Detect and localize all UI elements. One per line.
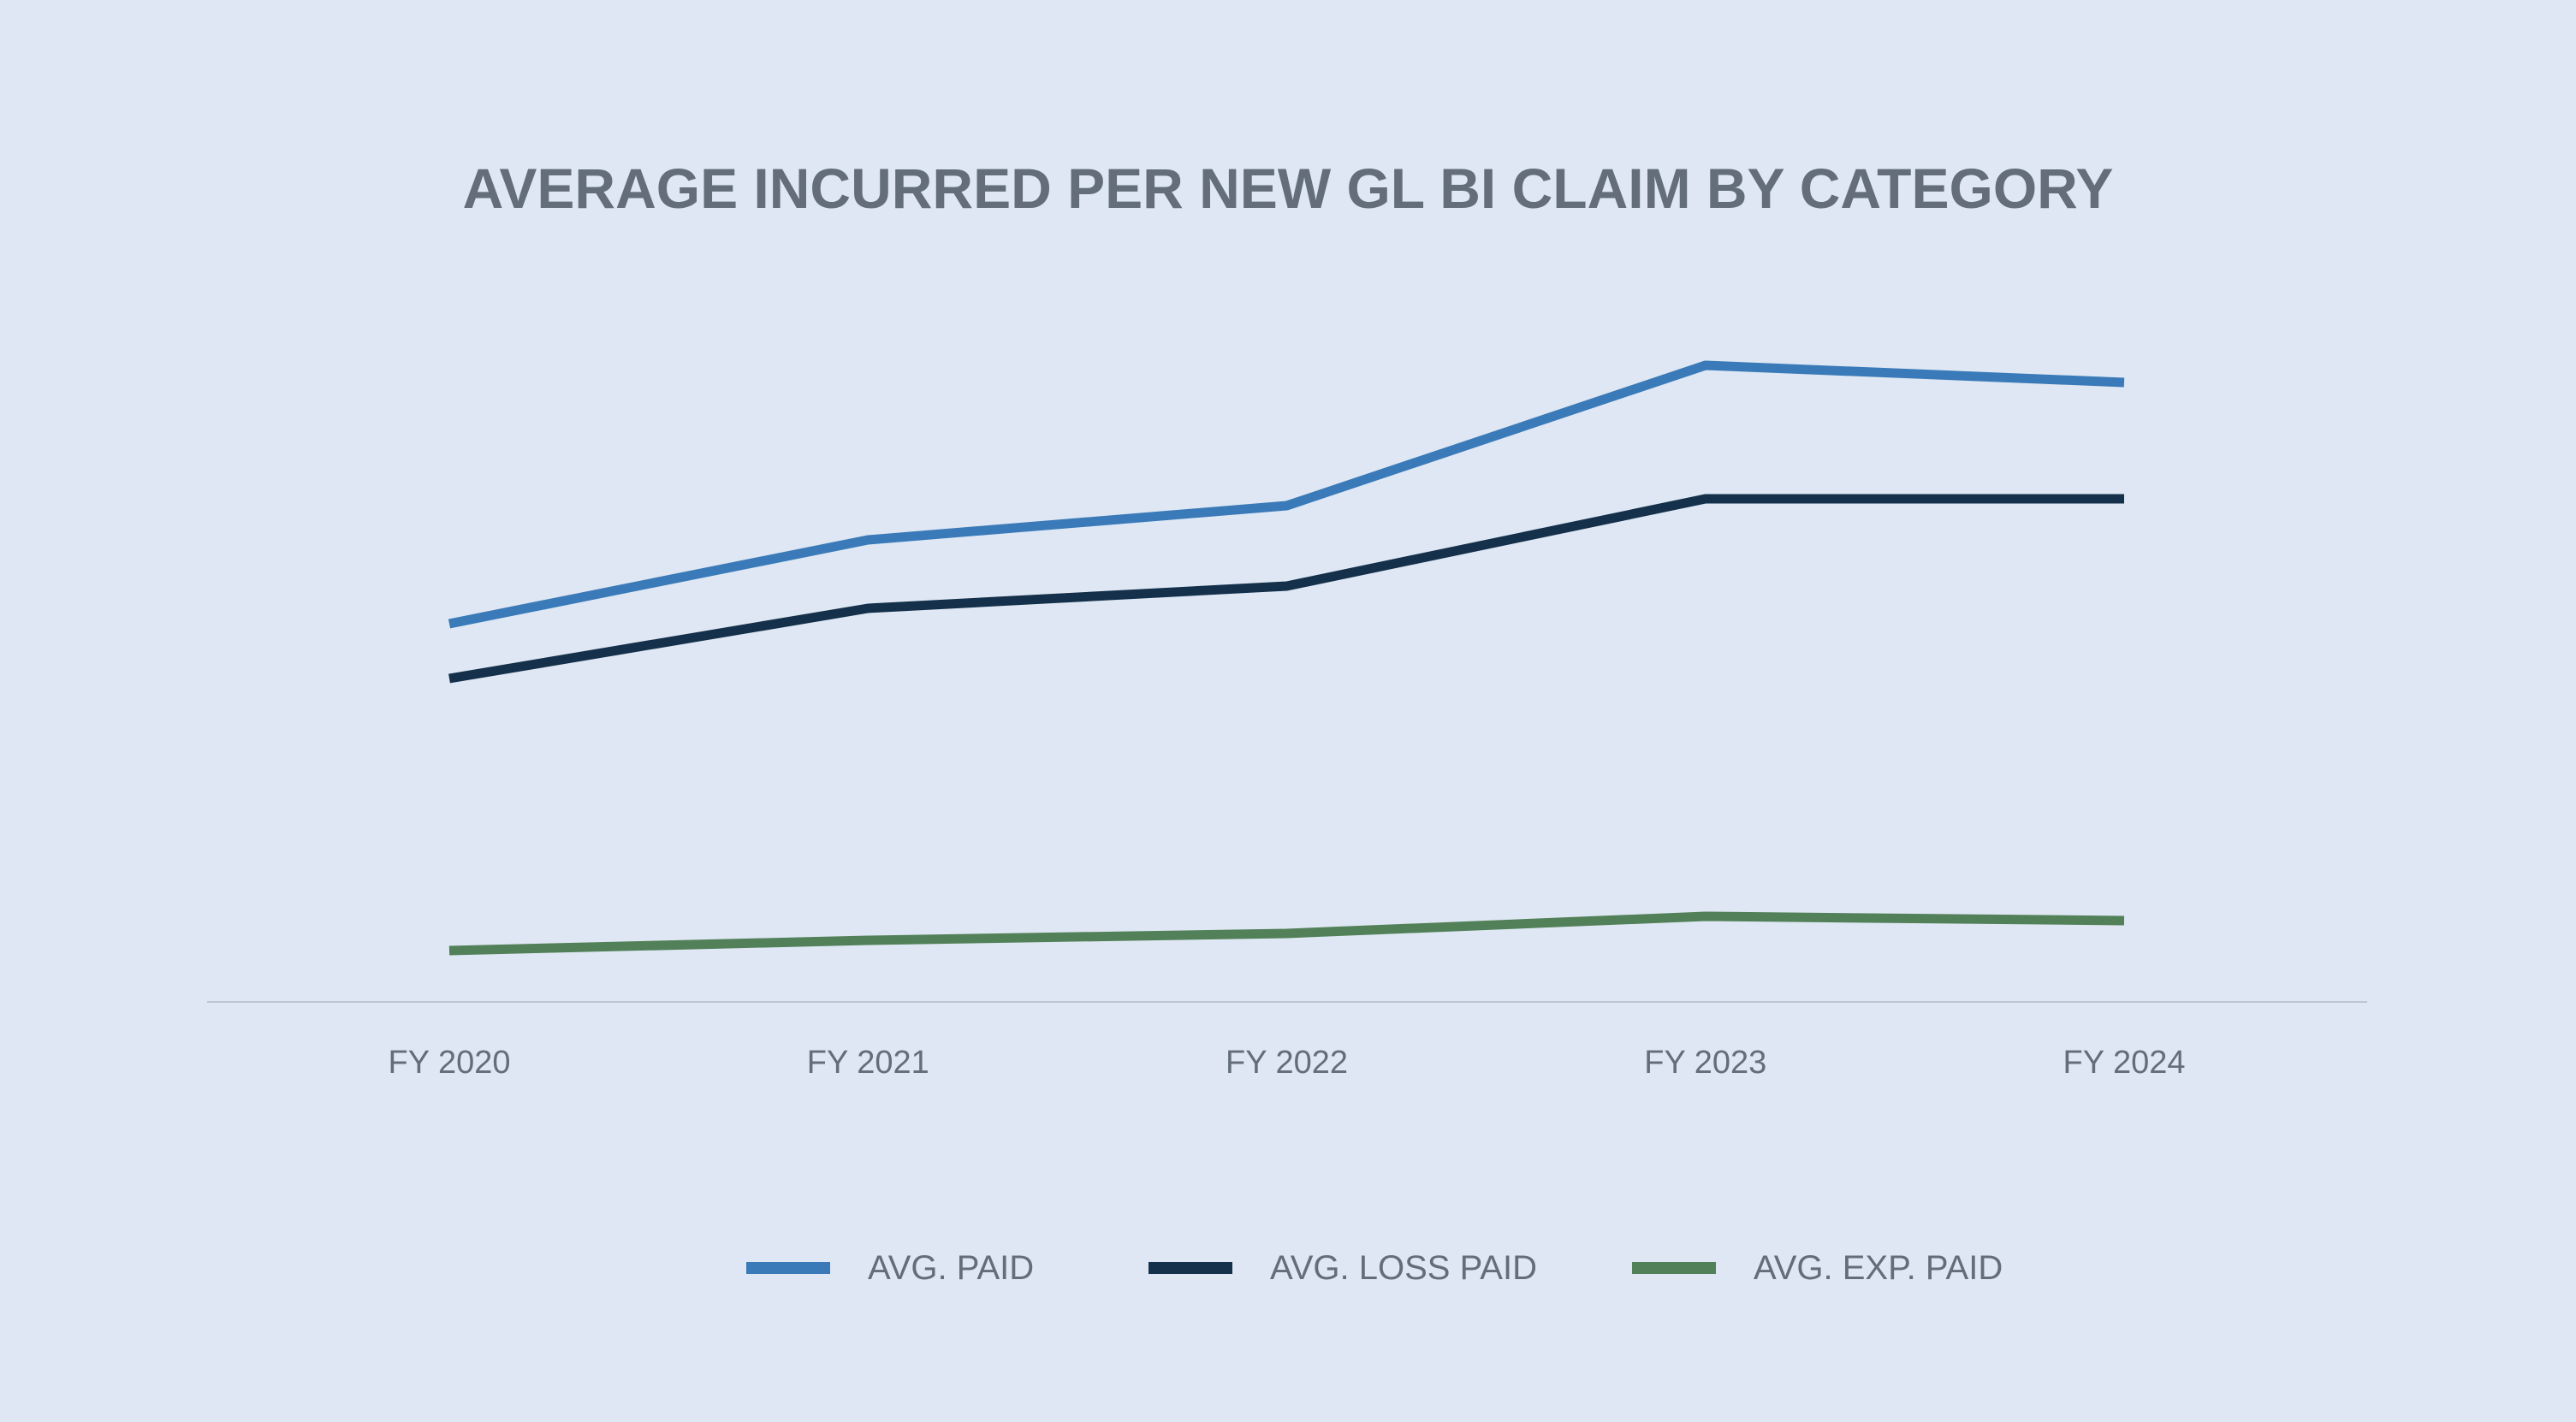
x-tick-label: FY 2020 bbox=[389, 1045, 511, 1081]
legend: AVG. PAID AVG. LOSS PAID AVG. EXP. PAID bbox=[0, 1242, 2576, 1294]
x-tick-label: FY 2023 bbox=[1644, 1045, 1766, 1081]
x-tick-label: FY 2024 bbox=[2063, 1045, 2186, 1081]
series-layer bbox=[448, 360, 2125, 956]
legend-label-avg-exp-paid: AVG. EXP. PAID bbox=[1754, 1248, 2003, 1287]
x-tick-label: FY 2022 bbox=[1226, 1045, 1348, 1081]
x-tick-label: FY 2021 bbox=[807, 1045, 929, 1081]
legend-label-avg-loss-paid: AVG. LOSS PAID bbox=[1270, 1248, 1537, 1287]
legend-swatch-avg-exp-paid bbox=[1632, 1262, 1716, 1274]
series-line-avg-paid bbox=[448, 360, 2125, 629]
legend-item-avg-loss-paid: AVG. LOSS PAID bbox=[1149, 1242, 1537, 1294]
legend-swatch-avg-paid bbox=[746, 1262, 830, 1274]
series-line-avg-loss-paid bbox=[448, 494, 2124, 684]
legend-label-avg-paid: AVG. PAID bbox=[868, 1248, 1035, 1287]
legend-item-avg-paid: AVG. PAID bbox=[746, 1242, 1034, 1294]
legend-swatch-avg-loss-paid bbox=[1149, 1262, 1232, 1274]
series-line-avg-exp-paid bbox=[448, 911, 2125, 956]
chart-title: AVERAGE INCURRED PER NEW GL BI CLAIM BY … bbox=[462, 157, 2114, 220]
legend-item-avg-exp-paid: AVG. EXP. PAID bbox=[1632, 1242, 2003, 1294]
x-tick-labels: FY 2020 FY 2021 FY 2022 FY 2023 FY 2024 bbox=[389, 1045, 2186, 1081]
